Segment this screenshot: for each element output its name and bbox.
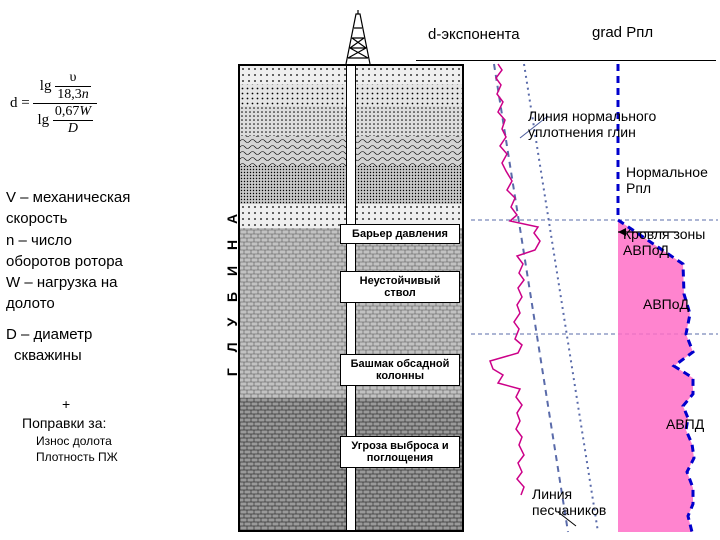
graph-curves xyxy=(468,4,718,536)
zone-label: Недоуплотнен. глина xyxy=(212,224,234,394)
corrections-l1: Износ долота xyxy=(36,433,118,449)
annotation-normal_ppl: НормальноеРпл xyxy=(626,164,708,196)
zone-label: Продуктивная зона xyxy=(212,400,234,530)
corrections-l2: Плотность ПЖ xyxy=(36,449,118,465)
formula-num-var: υ xyxy=(55,70,91,87)
formula: d = lg υ 18,3n lg 0,67W D xyxy=(10,70,97,137)
formula-lhs: d xyxy=(10,95,18,111)
formula-den-d: D xyxy=(68,121,78,136)
cross-section-diagram: Г Л У Б И Н А Нормальное давлениеНедоупл… xyxy=(188,4,468,536)
formula-den-coef: 0,67 xyxy=(55,104,80,119)
callout-box: Неустойчивыйствол xyxy=(340,271,460,303)
vardef-v1: V – механическая xyxy=(6,188,130,208)
corrections-title: Поправки за: xyxy=(22,414,118,433)
formula-lg-top: lg xyxy=(40,78,52,94)
corrections: + Поправки за: Износ долота Плотность ПЖ xyxy=(22,395,118,465)
formula-den-w: W xyxy=(79,104,91,119)
graph-panel: d-экспонента grad Рпл Линия нормальногоу… xyxy=(468,4,718,536)
corrections-plus: + xyxy=(62,395,118,414)
callout-box: Барьер давления xyxy=(340,224,460,244)
derrick-icon xyxy=(342,10,374,64)
vardef-w2: долото xyxy=(6,294,130,314)
zone-labels: Нормальное давление Недоуплотнен. глина Пр… xyxy=(212,64,234,532)
callout-box: Башмак обсаднойколонны xyxy=(340,354,460,386)
vardef-w1: W – нагрузка на xyxy=(6,273,130,293)
vardef-d2: скважины xyxy=(14,346,130,366)
annotation-sand: Линияпесчаников xyxy=(532,486,606,518)
annotation-avpd: АВПД xyxy=(666,416,704,432)
vardef-d1: D – диаметр xyxy=(6,325,130,345)
vardef-n1: n – число xyxy=(6,231,130,251)
formula-lg-bot: lg xyxy=(37,112,49,128)
zone-label: Нормальное давление xyxy=(212,64,234,219)
formula-num-coef: 18,3 xyxy=(57,87,82,102)
formula-num-n: n xyxy=(82,87,89,102)
annotation-normal_line: Линия нормальногоуплотнения глин xyxy=(528,108,656,140)
vardef-n2: оборотов ротора xyxy=(6,252,130,272)
annotation-avpod: АВПоД xyxy=(643,296,689,312)
annotation-roof: Кровля зоныАВПоД xyxy=(623,226,705,258)
vardef-v2: скорость xyxy=(6,209,130,229)
callout-box: Угроза выброса ипоглощения xyxy=(340,436,460,468)
formula-eq: = xyxy=(21,95,29,111)
strata-column: Барьер давления Неустойчивыйствол Башмак о… xyxy=(238,64,464,532)
variable-definitions: V – механическая скорость n – число обор… xyxy=(6,188,130,367)
